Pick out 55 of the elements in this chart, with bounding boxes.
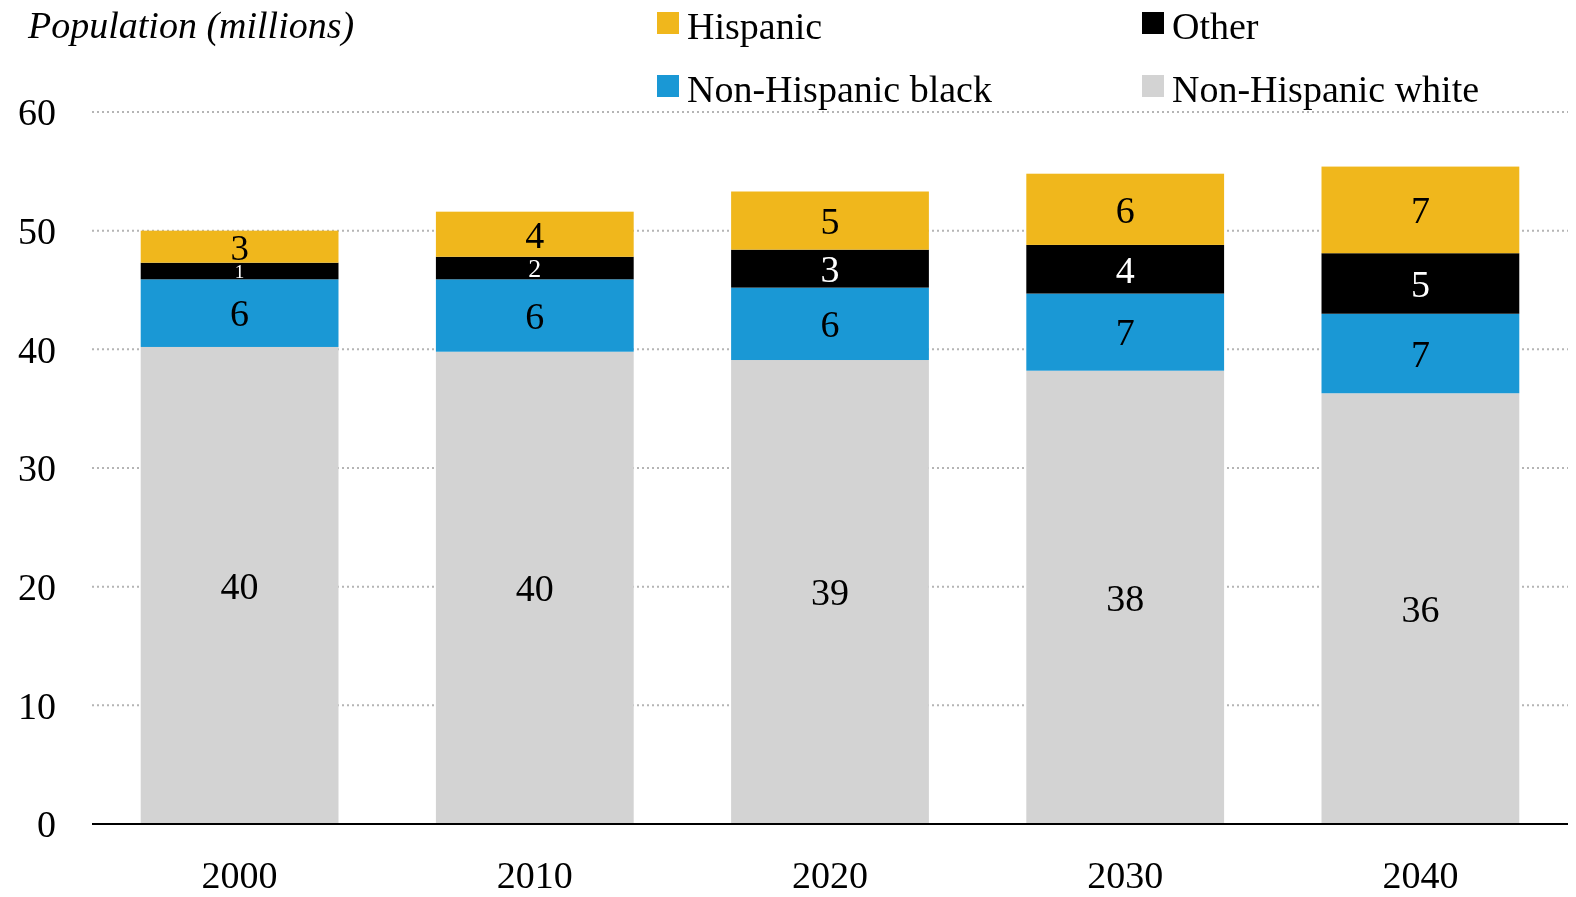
- data-label: 40: [220, 564, 259, 607]
- bar: [140, 230, 339, 263]
- data-label: 6: [820, 303, 840, 346]
- data-label: 5: [1410, 262, 1430, 305]
- bar: [1321, 393, 1520, 824]
- x-tick-label: 2030: [1087, 854, 1164, 896]
- bar: [1026, 173, 1225, 245]
- legend-label: Non-Hispanic white: [1172, 68, 1480, 111]
- bar: [1321, 166, 1520, 254]
- y-tick-label: 40: [18, 328, 56, 371]
- y-tick-label: 10: [18, 684, 56, 727]
- legend-label: Non-Hispanic black: [687, 68, 992, 111]
- data-label: 2: [528, 254, 542, 284]
- bar: [731, 287, 929, 361]
- data-label: 6: [525, 294, 545, 337]
- data-label: 7: [1410, 332, 1430, 375]
- bar: [435, 256, 634, 280]
- data-label: 4: [1115, 248, 1135, 291]
- bar: [1026, 293, 1225, 371]
- data-label: 3: [820, 247, 840, 290]
- y-tick-label: 0: [37, 803, 56, 846]
- y-tick-label: 20: [18, 565, 56, 608]
- data-label: 39: [811, 571, 849, 614]
- data-label: 7: [1115, 311, 1135, 354]
- legend-label: Hispanic: [687, 5, 823, 48]
- legend-label: Other: [1172, 5, 1259, 48]
- data-label: 6: [1115, 188, 1135, 231]
- bar: [731, 191, 929, 250]
- y-tick-label: 30: [18, 447, 56, 490]
- bar: [1321, 313, 1520, 394]
- data-label: 4: [525, 213, 545, 256]
- bar: [1321, 253, 1520, 314]
- x-tick-label: 2000: [201, 854, 278, 896]
- bar: [140, 346, 339, 824]
- bar: [435, 351, 634, 824]
- bar: [140, 279, 339, 347]
- x-tick-label: 2020: [792, 854, 868, 896]
- bar: [435, 279, 634, 352]
- data-label: 6: [230, 292, 250, 335]
- y-tick-label: 50: [18, 209, 56, 252]
- bar: [140, 262, 339, 280]
- data-label: 7: [1410, 189, 1430, 232]
- x-tick-label: 2040: [1382, 854, 1459, 896]
- bar: [435, 211, 634, 257]
- bar: [1026, 244, 1225, 294]
- y-axis-title: Population (millions): [27, 4, 355, 47]
- data-label: 36: [1401, 587, 1440, 630]
- data-label: 38: [1106, 576, 1145, 619]
- bar: [731, 360, 929, 824]
- bar: [731, 249, 929, 288]
- data-label: 40: [515, 567, 554, 610]
- y-tick-label: 60: [18, 91, 56, 134]
- data-label: 5: [820, 199, 840, 242]
- bar: [1026, 370, 1225, 824]
- x-tick-label: 2010: [496, 854, 573, 896]
